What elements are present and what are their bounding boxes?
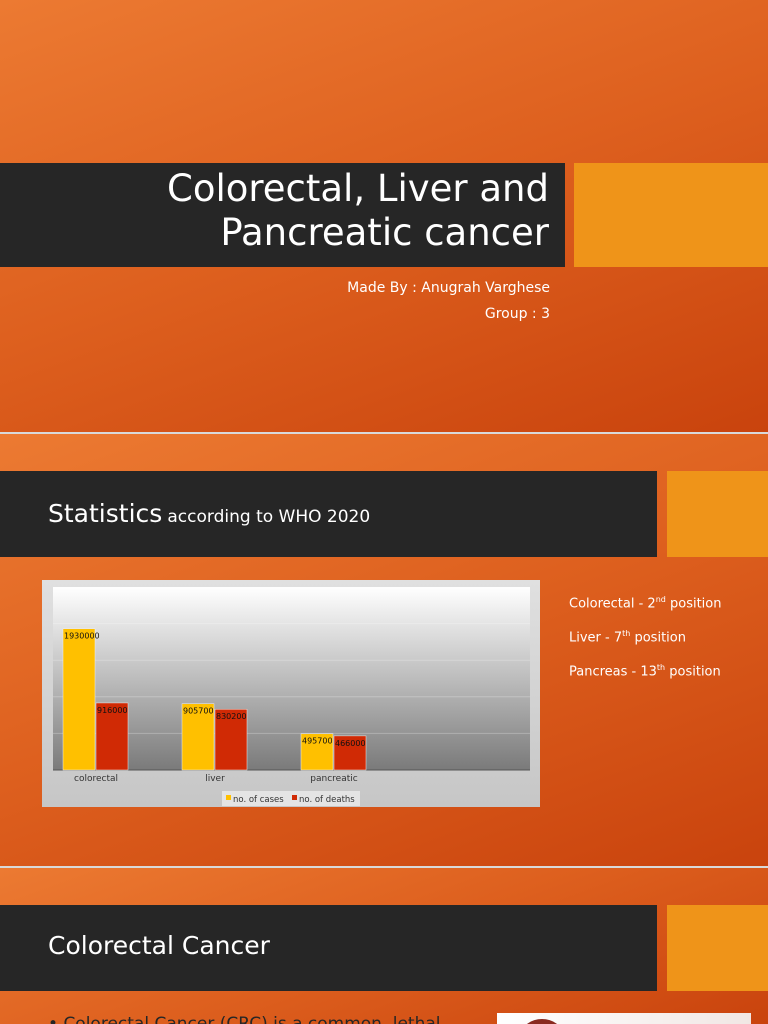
title-bar: Colorectal Cancer xyxy=(0,905,657,991)
data-label: 1930000 xyxy=(64,632,100,641)
bar-pancreatic-deaths xyxy=(333,735,367,771)
x-tick-label: pancreatic xyxy=(310,774,357,784)
x-tick-label: colorectal xyxy=(74,774,118,784)
title-bar: Colorectal, Liver and Pancreatic cancer xyxy=(0,163,565,267)
legend xyxy=(222,791,360,806)
slide-title: Statistics xyxy=(48,499,163,528)
data-label: 916000 xyxy=(97,706,128,715)
group: Group : 3 xyxy=(484,306,550,322)
bar-pancreatic-cases xyxy=(300,733,334,771)
slide-title: Colorectal Cancer xyxy=(48,931,270,960)
accent-block xyxy=(667,905,768,991)
data-label: 830200 xyxy=(216,712,247,721)
legend-label: no. of deaths xyxy=(299,795,355,805)
bar-colorectal-deaths xyxy=(95,702,129,771)
title-line-2: Pancreatic cancer xyxy=(220,211,549,254)
bar-colorectal-cases xyxy=(62,628,96,771)
bullet-text: • Colorectal Cancer (CRC) is a common, l… xyxy=(48,1014,441,1024)
bar-chart: 1930000 916000 colorectal 905700 830200 liver… xyxy=(42,580,540,807)
statistics-slide: Statistics according to WHO 2020 1930000… xyxy=(0,434,768,866)
legend-label: no. of cases xyxy=(233,795,284,805)
data-label: 495700 xyxy=(302,737,333,746)
colorectal-slide: Colorectal Cancer • Colorectal Cancer (C… xyxy=(0,868,768,1024)
x-tick-label: liver xyxy=(205,774,225,784)
author: Made By : Anugrah Varghese xyxy=(347,280,550,296)
ranking-liver: Liver - 7th position xyxy=(569,629,686,646)
legend-swatch xyxy=(226,795,231,800)
bar-liver-cases xyxy=(181,703,215,771)
plot-area xyxy=(53,587,530,770)
ranking-colorectal: Colorectal - 2nd position xyxy=(569,595,722,612)
data-label: 466000 xyxy=(335,739,366,748)
title-bar: Statistics according to WHO 2020 xyxy=(0,471,657,557)
ranking-pancreas: Pancreas - 13th position xyxy=(569,663,721,680)
bar-liver-deaths xyxy=(214,708,248,771)
title-slide: Colorectal, Liver and Pancreatic cancer … xyxy=(0,0,768,432)
title-line-1: Colorectal, Liver and xyxy=(166,167,549,210)
accent-block xyxy=(574,163,768,267)
image xyxy=(497,1013,751,1024)
slide-title-suffix: according to WHO 2020 xyxy=(167,507,371,527)
data-label: 905700 xyxy=(183,707,214,716)
accent-block xyxy=(667,471,768,557)
legend-swatch xyxy=(292,795,297,800)
